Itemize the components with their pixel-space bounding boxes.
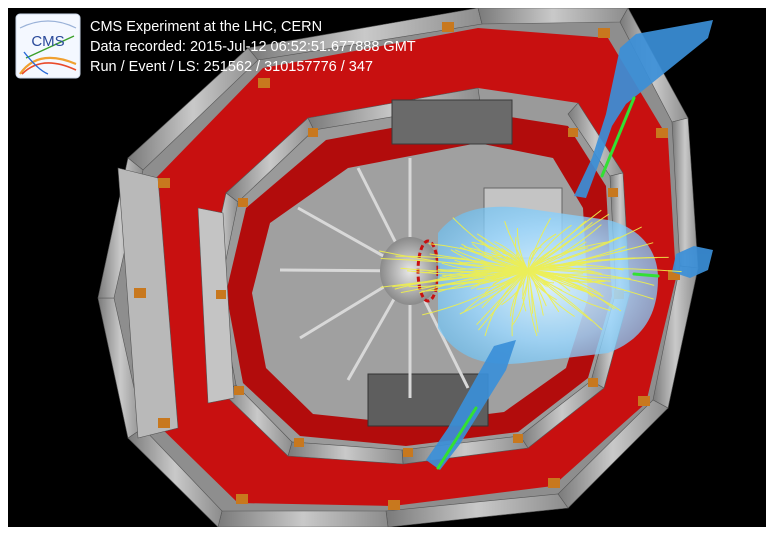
particle-track <box>461 243 529 271</box>
particle-track <box>527 224 572 271</box>
particle-track <box>400 267 529 273</box>
particle-track <box>522 269 529 312</box>
particle-tracks <box>378 209 682 337</box>
particle-track <box>494 241 529 271</box>
particle-track <box>484 269 529 294</box>
particle-track <box>481 269 529 309</box>
particle-track <box>527 269 544 316</box>
particle-track <box>491 254 529 271</box>
experiment-title: CMS Experiment at the LHC, CERN <box>90 19 323 35</box>
particle-track <box>439 268 529 279</box>
particle-track <box>527 269 580 282</box>
run-event-ls: Run / Event / LS: 251562 / 310157776 / 3… <box>90 59 373 75</box>
particle-track <box>527 221 593 271</box>
muon-towers <box>426 20 713 470</box>
particle-track <box>527 256 669 271</box>
particle-track <box>527 269 631 279</box>
recorded-timestamp: Data recorded: 2015-Jul-12 06:52:51.6778… <box>90 39 416 55</box>
muon-tracks <box>436 96 660 470</box>
orange-brackets <box>134 22 680 510</box>
detector-scene <box>97 8 713 527</box>
particle-track <box>527 269 534 314</box>
particle-track <box>509 269 529 317</box>
particle-track <box>527 213 610 271</box>
particle-track <box>527 269 563 291</box>
event-info: CMS Experiment at the LHC, CERN Data rec… <box>90 17 416 77</box>
particle-track <box>527 269 538 337</box>
cms-logo-text: CMS <box>31 33 64 50</box>
cms-logo: CMS <box>15 13 81 79</box>
particle-track <box>527 217 551 271</box>
particle-track <box>527 269 655 286</box>
endcap-plate-top <box>391 99 513 145</box>
event-display: CMS CMS Experiment at the LHC, CERN Data… <box>8 8 766 527</box>
particle-track <box>527 209 602 271</box>
particle-track <box>490 251 529 271</box>
muon-chamber-bars <box>97 8 699 527</box>
particle-track <box>527 269 604 297</box>
